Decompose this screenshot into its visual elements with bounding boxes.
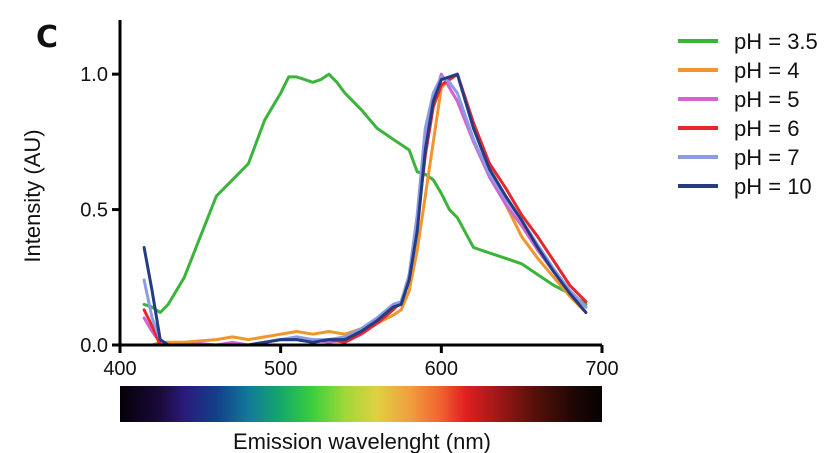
legend-label-0: pH = 3.5: [734, 29, 818, 54]
legend-label-4: pH = 7: [734, 145, 799, 170]
legend-label-5: pH = 10: [734, 174, 812, 199]
legend: pH = 3.5 pH = 4 pH = 5 pH = 6 pH = 7 pH = 10: [678, 29, 818, 199]
series-line-0: [142, 72, 588, 314]
legend-label-3: pH = 6: [734, 116, 799, 141]
x-tick-label-0: 400: [103, 358, 136, 380]
y-tick-label-1: 0.5: [80, 200, 108, 222]
legend-label-1: pH = 4: [734, 58, 799, 83]
x-tick-label-2: 600: [425, 358, 458, 380]
x-tick-label-1: 500: [264, 358, 297, 380]
x-axis-title: Emission wavelenght (nm): [233, 429, 491, 453]
y-tick-label-0: 0.0: [80, 335, 108, 357]
wavelength-colorbar: [120, 386, 602, 422]
axes-layer: 0.0 0.5 1.0 400 500 600 700: [80, 20, 619, 380]
y-tick-label-2: 1.0: [80, 64, 108, 86]
panel-label: C: [36, 20, 58, 55]
series-layer: [142, 72, 588, 347]
y-axis-title: Intensity (AU): [20, 129, 45, 262]
x-tick-label-3: 700: [585, 358, 618, 380]
legend-label-2: pH = 5: [734, 87, 799, 112]
